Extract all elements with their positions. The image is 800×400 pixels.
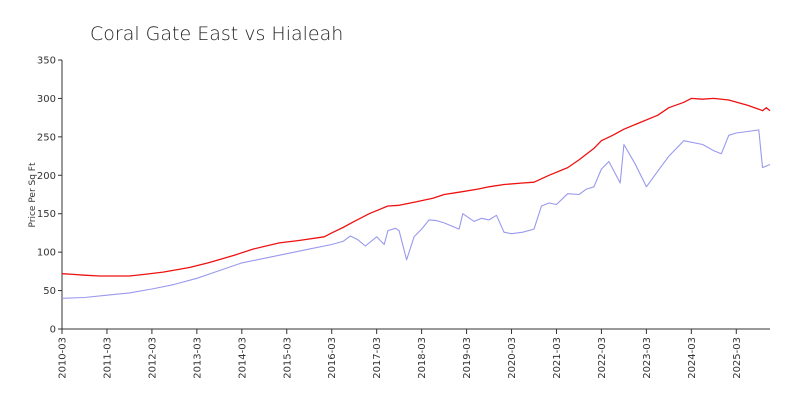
series-layer: [61, 97, 771, 299]
y-tick-label: 250: [37, 132, 56, 143]
y-axis-title: Price Per Sq Ft: [28, 162, 38, 227]
x-tick-label: 2023-03: [642, 337, 653, 379]
x-tick-label: 2013-03: [192, 337, 203, 379]
chart-title: Coral Gate East vs Hialeah: [90, 23, 343, 45]
x-tick-label: 2018-03: [417, 337, 428, 379]
series-line-1: [61, 97, 771, 277]
x-tick-label: 2025-03: [732, 337, 743, 379]
x-tick-label: 2021-03: [552, 337, 563, 379]
y-axis: 0 50 100 150 200 250 300 350: [37, 56, 63, 336]
y-tick-label: 350: [37, 56, 56, 67]
x-tick-label: 2014-03: [237, 337, 248, 379]
x-tick-label: 2022-03: [597, 337, 608, 379]
x-tick-label: 2012-03: [147, 337, 158, 379]
x-tick-label: 2017-03: [372, 337, 383, 379]
x-tick-label: 2024-03: [687, 337, 698, 379]
y-tick-label: 50: [43, 286, 56, 297]
series-line-2: [61, 129, 771, 299]
y-tick-label: 150: [37, 209, 56, 220]
x-tick-label: 2020-03: [507, 337, 518, 379]
x-tick-label: 2011-03: [102, 337, 113, 379]
x-tick-label: 2015-03: [282, 337, 293, 379]
y-tick-label: 300: [37, 94, 56, 105]
x-tick-label: 2016-03: [327, 337, 338, 379]
y-tick-label: 0: [50, 325, 56, 336]
y-tick-label: 100: [37, 248, 56, 259]
y-tick-label: 200: [37, 171, 56, 182]
x-tick-label: 2010-03: [58, 337, 69, 379]
x-axis: 2010-03 2011-03 2012-03 2013-03 2014-03 2015-…: [58, 328, 770, 379]
x-tick-label: 2019-03: [462, 337, 473, 379]
